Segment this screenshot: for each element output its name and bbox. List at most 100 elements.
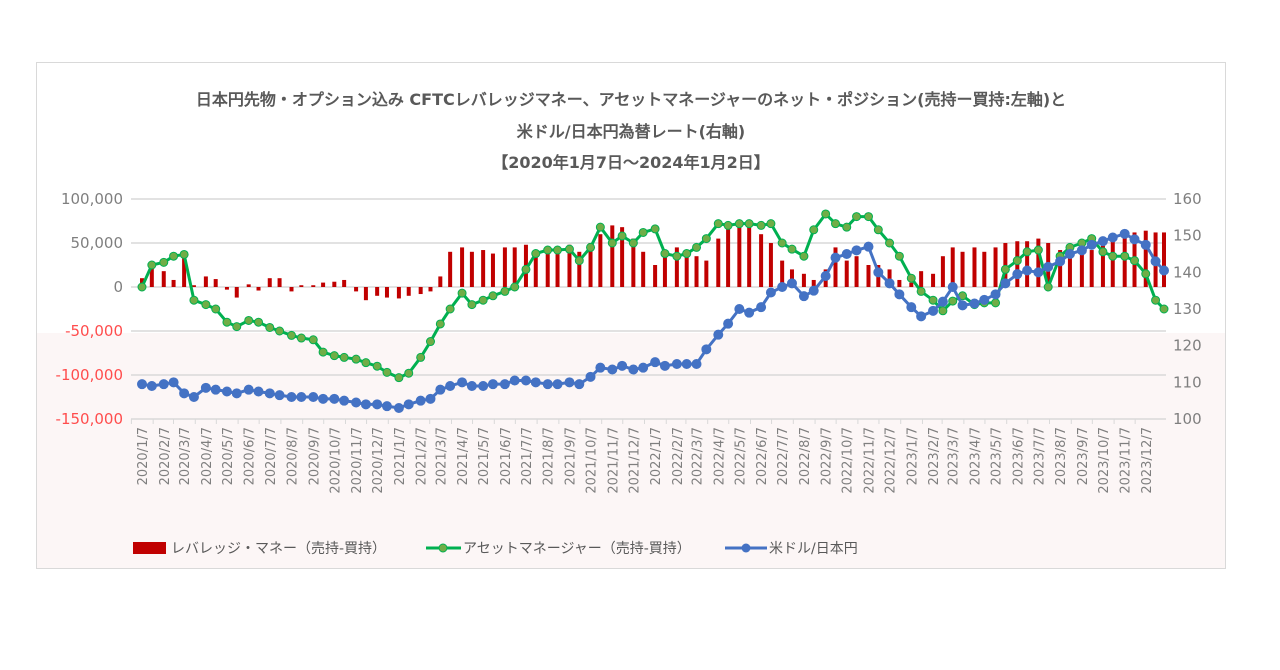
asset-manager-point <box>488 291 498 301</box>
bar-leveraged-money <box>993 247 998 287</box>
usdjpy-point <box>744 307 755 318</box>
x-tick-label: 2023/12/7 <box>1140 427 1155 494</box>
x-tick-label: 2023/10/7 <box>1097 427 1112 494</box>
asset-manager-point <box>873 225 883 235</box>
bar-leveraged-money <box>833 247 838 287</box>
asset-manager-point <box>799 251 809 261</box>
usdjpy-point <box>221 386 232 397</box>
y-right-tick-label: 150 <box>1173 227 1202 245</box>
asset-manager-point <box>382 367 392 377</box>
x-tick-label: 2020/9/7 <box>307 427 322 485</box>
asset-manager-point <box>906 273 916 283</box>
bar-leveraged-money <box>909 282 914 287</box>
asset-manager-point <box>938 306 948 316</box>
asset-manager-point <box>531 249 541 259</box>
x-tick-label: 2022/10/7 <box>841 427 856 494</box>
usdjpy-point <box>671 359 682 369</box>
legend-label-asset-manager: アセットマネージャー（売持-買持） <box>463 541 691 557</box>
usdjpy-point <box>691 359 702 369</box>
asset-manager-point <box>586 242 596 252</box>
bar-leveraged-money <box>694 256 699 287</box>
x-tick-label: 2020/8/7 <box>286 427 301 485</box>
bar-leveraged-money <box>747 227 752 287</box>
bar-leveraged-money <box>768 243 773 287</box>
chart-title-line-2: 米ドル/日本円為替レート(右軸) <box>516 122 746 141</box>
x-tick-label: 2020/11/7 <box>350 427 365 494</box>
bar-leveraged-money <box>213 279 218 287</box>
bar-leveraged-money <box>469 251 474 287</box>
usdjpy-point <box>894 289 905 300</box>
usdjpy-point <box>286 392 297 402</box>
usdjpy-point <box>253 386 264 397</box>
asset-manager-point <box>564 244 574 254</box>
usdjpy-point <box>863 241 874 252</box>
usdjpy-point <box>1097 236 1108 247</box>
usdjpy-point <box>381 401 392 412</box>
asset-manager-point <box>852 212 862 222</box>
y-left-tick-label: -150,000 <box>56 410 123 428</box>
usdjpy-point <box>296 392 307 402</box>
bar-leveraged-money <box>887 269 892 287</box>
usdjpy-point <box>928 305 939 316</box>
bar-leveraged-money <box>641 251 646 287</box>
usdjpy-point <box>734 304 745 314</box>
asset-manager-point <box>713 219 723 229</box>
x-tick-label: 2021/9/7 <box>563 427 578 485</box>
usdjpy-point <box>873 267 884 278</box>
y-right-tick-label: 140 <box>1173 263 1202 281</box>
bar-leveraged-money <box>704 260 709 287</box>
asset-manager-point <box>1120 251 1130 261</box>
usdjpy-point <box>415 395 426 406</box>
asset-manager-point <box>254 317 264 327</box>
usdjpy-point <box>574 379 585 390</box>
x-tick-label: 2021/11/7 <box>606 427 621 494</box>
asset-manager-point <box>296 333 306 343</box>
usdjpy-point <box>466 381 477 391</box>
usdjpy-point <box>713 329 724 340</box>
asset-manager-point <box>1151 295 1161 305</box>
bar-leveraged-money <box>1079 247 1084 287</box>
usdjpy-point <box>360 399 371 410</box>
x-tick-label: 2022/5/7 <box>733 427 748 485</box>
bar-leveraged-money <box>182 251 187 287</box>
usdjpy-point <box>499 379 510 390</box>
usdjpy-point <box>457 377 468 388</box>
asset-manager-point <box>734 219 744 229</box>
asset-manager-point <box>467 300 477 310</box>
usdjpy-point <box>339 395 350 406</box>
usdjpy-point <box>1129 234 1140 245</box>
asset-manager-point <box>650 224 660 234</box>
y-right-tick-label: 110 <box>1173 373 1202 391</box>
asset-manager-point <box>329 351 339 361</box>
usdjpy-point <box>916 311 927 322</box>
asset-manager-point <box>1012 256 1022 266</box>
usdjpy-point <box>851 245 862 256</box>
bar-leveraged-money <box>502 247 507 287</box>
x-tick-label: 2020/7/7 <box>264 427 279 485</box>
usdjpy-point <box>274 390 285 401</box>
bar-leveraged-money <box>406 287 411 296</box>
x-tick-label: 2021/8/7 <box>542 427 557 485</box>
asset-manager-point <box>692 242 702 252</box>
asset-manager-point <box>510 282 520 292</box>
bar-leveraged-money <box>555 247 560 287</box>
bar-leveraged-money <box>780 260 785 287</box>
bar-leveraged-money <box>203 276 208 287</box>
asset-manager-point <box>521 264 531 274</box>
usdjpy-point <box>188 392 199 402</box>
asset-manager-point <box>885 238 895 248</box>
legend-label-usdjpy: 米ドル/日本円 <box>769 541 858 557</box>
usdjpy-point <box>808 285 819 296</box>
asset-manager-point <box>991 298 1001 308</box>
chart-title-line-1: 日本円先物・オプション込み CFTCレバレッジマネー、アセットマネージャーのネッ… <box>195 90 1067 109</box>
asset-manager-point <box>1141 269 1151 279</box>
asset-manager-point <box>1000 264 1010 274</box>
asset-manager-point <box>1108 251 1118 261</box>
x-tick-label: 2022/1/7 <box>649 427 664 485</box>
x-tick-label: 2023/7/7 <box>1032 427 1047 485</box>
usdjpy-point <box>990 289 1001 300</box>
bar-leveraged-money <box>428 287 433 292</box>
usdjpy-point <box>607 364 618 375</box>
y-left-tick-label: -100,000 <box>56 366 123 384</box>
asset-manager-point <box>1043 282 1053 292</box>
